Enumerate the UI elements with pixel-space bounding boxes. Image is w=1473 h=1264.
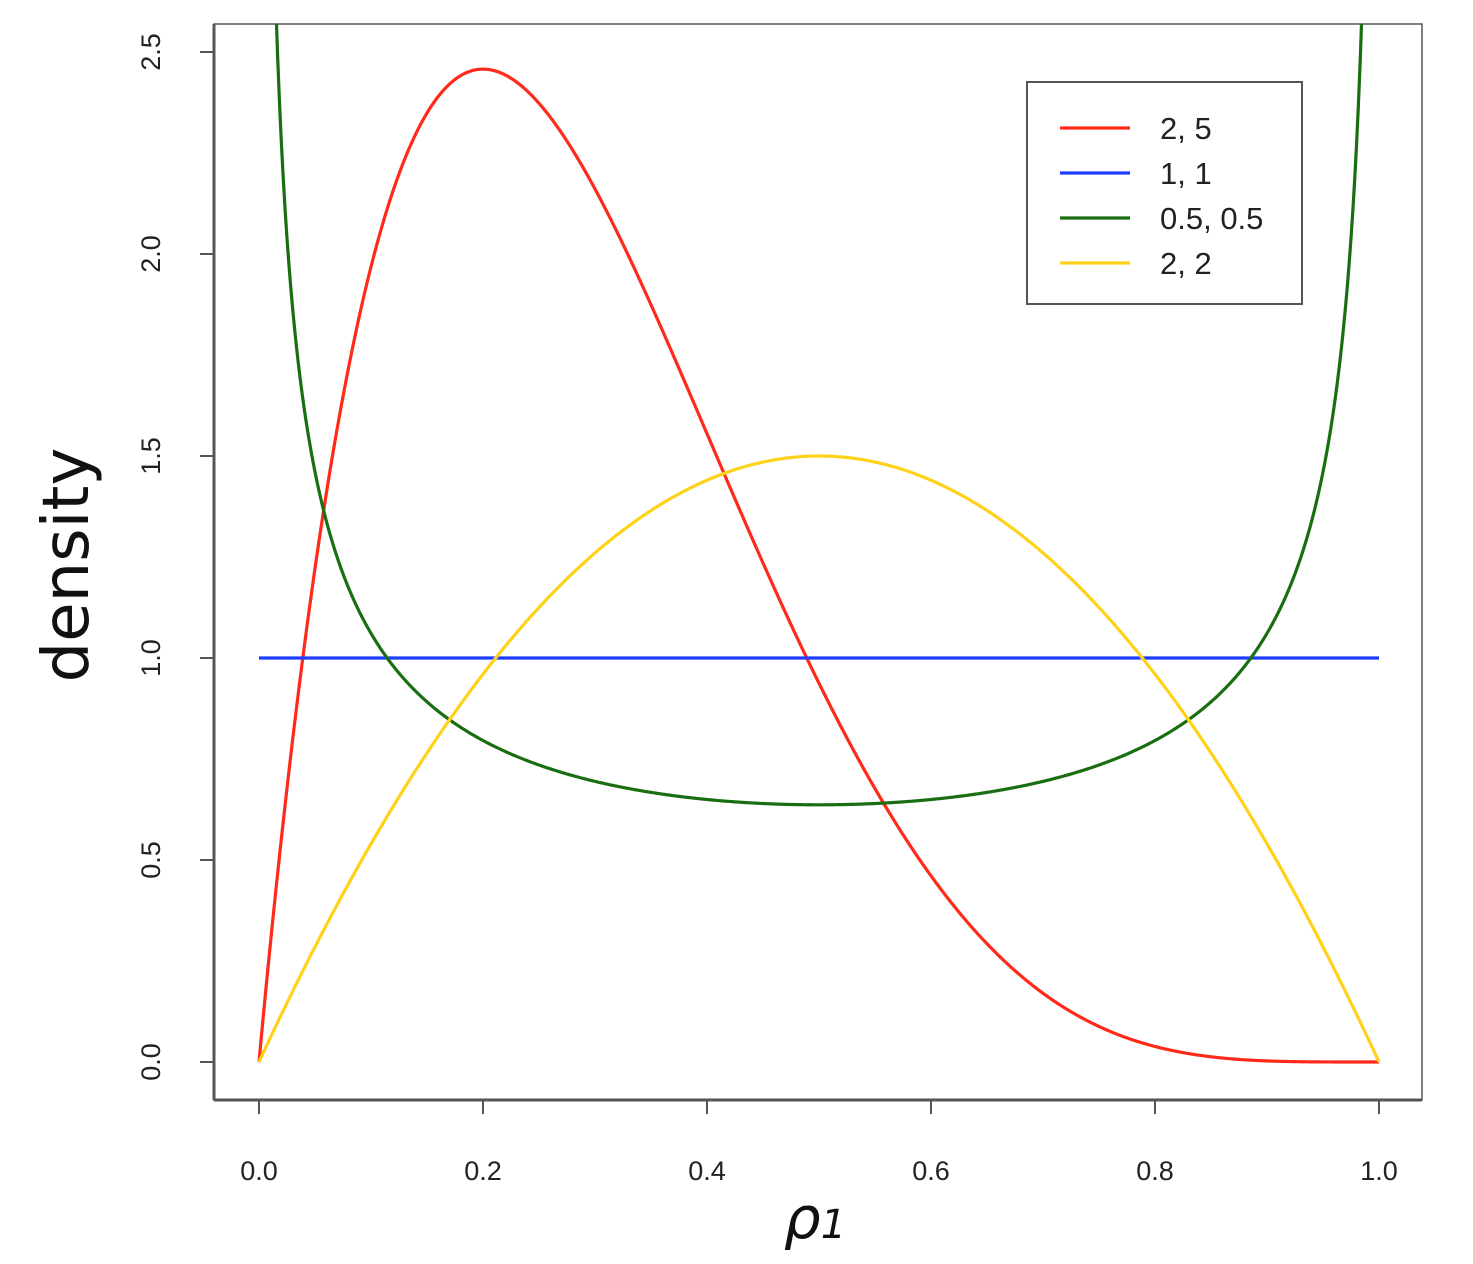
legend-label: 0.5, 0.5 — [1160, 201, 1263, 236]
y-tick-label: 0.5 — [136, 841, 166, 879]
x-axis-label-subscript: 1 — [821, 1202, 846, 1248]
x-tick-label: 0.6 — [912, 1156, 950, 1186]
x-tick-label: 0.4 — [688, 1156, 726, 1186]
series-line-1 — [257, 67, 1379, 1064]
series-line-3 — [274, 24, 1364, 807]
x-axis-label: ρ1 — [784, 1184, 846, 1252]
series-line-4 — [257, 454, 1381, 1063]
x-axis-label-symbol: ρ — [784, 1184, 821, 1252]
y-tick-label: 1.0 — [136, 639, 166, 677]
y-tick-label: 1.5 — [136, 437, 166, 475]
x-tick-label: 0.2 — [464, 1156, 502, 1186]
y-tick-label: 0.0 — [136, 1043, 166, 1081]
x-tick-label: 0.0 — [240, 1156, 278, 1186]
legend-box — [1026, 81, 1303, 305]
legend-label: 2, 2 — [1160, 246, 1212, 281]
y-tick-label: 2.5 — [136, 33, 166, 71]
x-tick-label: 1.0 — [1360, 1156, 1398, 1186]
legend-label: 1, 1 — [1160, 156, 1212, 191]
legend-label: 2, 5 — [1160, 111, 1212, 146]
y-axis-label: density — [30, 448, 104, 683]
x-tick-label: 0.8 — [1136, 1156, 1174, 1186]
y-tick-label: 2.0 — [136, 235, 166, 273]
